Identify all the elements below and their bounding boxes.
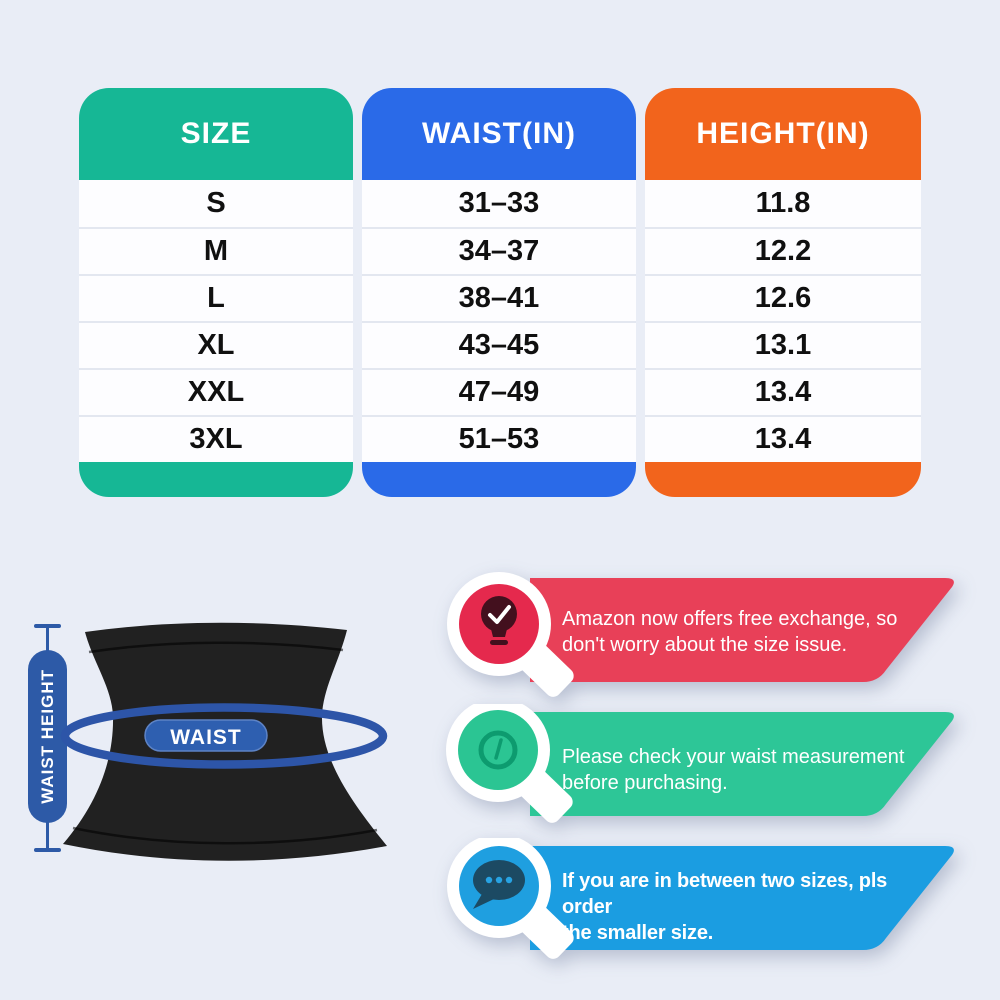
- waist-label: WAIST: [170, 726, 242, 749]
- height-column-rows: 11.8 12.2 12.6 13.1 13.4 13.4: [645, 180, 921, 462]
- size-table: SIZE S M L XL XXL 3XL WAIST(IN) 31–33 34…: [79, 88, 921, 497]
- callout-check-measurement: Please check your waist measurement befo…: [440, 704, 970, 854]
- callout-between-sizes: If you are in between two sizes, pls ord…: [440, 838, 970, 988]
- table-cell: 43–45: [362, 321, 636, 368]
- callout-line: Amazon now offers free exchange, so: [562, 608, 898, 630]
- table-cell: 51–53: [362, 415, 636, 462]
- table-cell: 38–41: [362, 274, 636, 321]
- callout-line: don't worry about the size issue.: [562, 634, 848, 656]
- table-cell: 31–33: [458, 187, 540, 219]
- size-column-footer: [79, 462, 353, 497]
- callout-red-graphic: [447, 572, 954, 697]
- waist-measure-ring: [60, 703, 388, 769]
- table-cell: 34–37: [362, 227, 636, 274]
- callout-green-banner: [530, 712, 954, 816]
- table-cell: S: [206, 187, 226, 219]
- table-cell: 12.2: [645, 227, 921, 274]
- table-cell: 47–49: [362, 368, 636, 415]
- table-cell: 11.8: [755, 187, 811, 219]
- callout-text: Please check your waist measurement befo…: [562, 744, 922, 796]
- waist-column: WAIST(IN) 31–33 34–37 38–41 43–45 47–49 …: [362, 88, 636, 497]
- callout-green-graphic: [446, 704, 954, 823]
- table-cell: 3XL: [79, 415, 353, 462]
- callout-red-banner: [530, 578, 954, 682]
- size-column: SIZE S M L XL XXL 3XL: [79, 88, 353, 497]
- table-cell: XL: [79, 321, 353, 368]
- lightbulb-check-icon: [481, 596, 517, 645]
- top-seam-line: [88, 641, 344, 654]
- waist-trainer-illustration: WAIST: [60, 622, 388, 861]
- chat-dots-icon: [473, 860, 525, 909]
- size-column-header: SIZE: [79, 88, 353, 180]
- callout-line: Please check your waist measurement: [562, 746, 905, 768]
- callout-blue-banner: [530, 846, 954, 950]
- bottom-seam-line: [72, 826, 378, 845]
- callout-line: If you are in between two sizes, pls ord…: [562, 870, 888, 918]
- waist-column-header: WAIST(IN): [362, 88, 636, 180]
- table-cell: L: [79, 274, 353, 321]
- waist-label-pill: [144, 719, 268, 752]
- waist-column-rows: 31–33 34–37 38–41 43–45 47–49 51–53: [362, 180, 636, 462]
- waist-column-footer: [362, 462, 636, 497]
- table-cell: 13.1: [645, 321, 921, 368]
- callout-blue-graphic: [447, 838, 954, 959]
- height-column-header: HEIGHT(IN): [645, 88, 921, 180]
- callout-text: Amazon now offers free exchange, so don'…: [562, 606, 922, 658]
- table-cell: M: [79, 227, 353, 274]
- table-cell: XXL: [79, 368, 353, 415]
- clock-icon: [478, 730, 518, 770]
- table-cell: 13.4: [645, 368, 921, 415]
- dimension-cap-top: [34, 624, 61, 628]
- dimension-cap-bottom: [34, 848, 61, 852]
- waist-height-label-pill: WAIST HEIGHT: [28, 650, 67, 823]
- height-column: HEIGHT(IN) 11.8 12.2 12.6 13.1 13.4 13.4: [645, 88, 921, 497]
- callout-line: the smaller size.: [562, 922, 714, 944]
- size-column-rows: S M L XL XXL 3XL: [79, 180, 353, 462]
- callout-text: If you are in between two sizes, pls ord…: [562, 868, 922, 946]
- callout-free-exchange: Amazon now offers free exchange, so don'…: [440, 570, 970, 720]
- table-cell: 13.4: [645, 415, 921, 462]
- height-column-footer: [645, 462, 921, 497]
- table-cell: 12.6: [645, 274, 921, 321]
- waist-height-dimension: WAIST HEIGHT: [26, 624, 70, 852]
- callout-line: before purchasing.: [562, 772, 728, 794]
